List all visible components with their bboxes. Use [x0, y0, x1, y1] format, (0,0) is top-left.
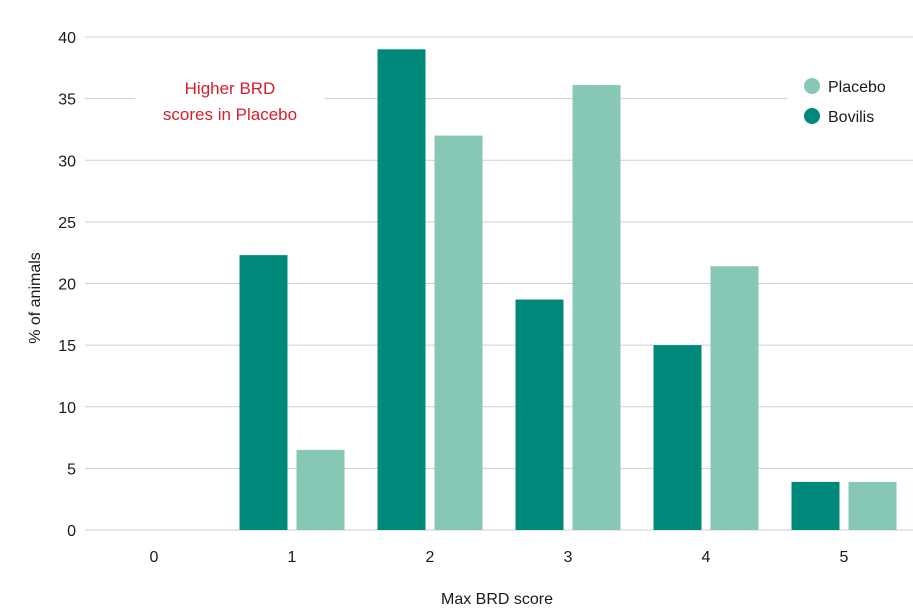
legend-label-placebo: Placebo: [828, 79, 886, 96]
y-tick-label-20: 20: [58, 277, 76, 294]
x-tick-label-0: 0: [150, 549, 159, 566]
x-axis-ticks: 0 1 2 3 4 5: [150, 549, 849, 566]
bar-bovilis-4: [653, 345, 702, 530]
bar-placebo-5: [848, 481, 897, 530]
bar-placebo-1: [296, 449, 345, 530]
annotation-background: [135, 70, 325, 130]
x-axis-title: Max BRD score: [441, 591, 553, 608]
x-tick-label-5: 5: [840, 549, 849, 566]
bar-placebo-4: [710, 266, 759, 530]
legend: Placebo Bovilis: [787, 70, 913, 132]
bar-bovilis-2: [377, 49, 426, 530]
bar-bovilis-3: [515, 299, 564, 530]
y-tick-label-25: 25: [58, 215, 76, 232]
bar-placebo-2: [434, 135, 483, 530]
x-tick-label-4: 4: [702, 549, 711, 566]
annotation-line-2: scores in Placebo: [163, 105, 297, 124]
y-tick-label-35: 35: [58, 92, 76, 109]
gridlines: [85, 36, 913, 531]
y-tick-label-0: 0: [67, 523, 76, 540]
y-axis-ticks: 0 5 10 15 20 25 30 35 40: [58, 30, 76, 540]
bar-placebo-3: [572, 85, 621, 530]
x-tick-label-1: 1: [288, 549, 297, 566]
x-tick-label-3: 3: [564, 549, 573, 566]
legend-swatch-bovilis: [804, 108, 820, 124]
y-tick-label-5: 5: [67, 461, 76, 478]
y-tick-label-15: 15: [58, 338, 76, 355]
legend-label-bovilis: Bovilis: [828, 109, 874, 126]
y-tick-label-40: 40: [58, 30, 76, 47]
y-tick-label-30: 30: [58, 153, 76, 170]
annotation-line-1: Higher BRD: [185, 79, 276, 98]
bar-bovilis-5: [791, 481, 840, 530]
legend-swatch-placebo: [804, 78, 820, 94]
bar-bovilis-1: [239, 255, 288, 530]
bars: [239, 49, 897, 530]
y-tick-label-10: 10: [58, 400, 76, 417]
x-tick-label-2: 2: [426, 549, 435, 566]
y-axis-title: % of animals: [27, 252, 44, 344]
